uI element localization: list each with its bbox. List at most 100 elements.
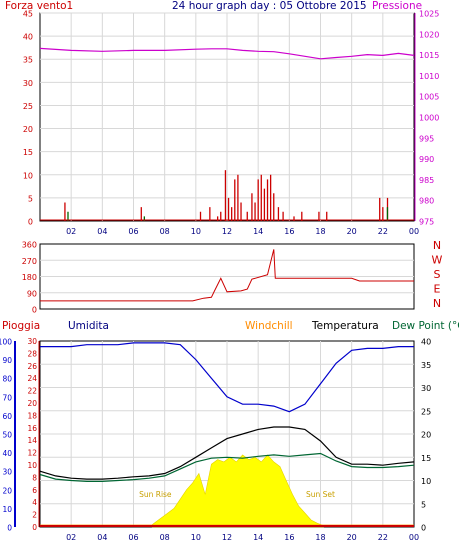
- pressure-tick-label: 1010: [419, 72, 439, 81]
- pressure-label: Pressione: [372, 0, 423, 12]
- pressure-tick-label: 990: [419, 155, 434, 164]
- wind-tick-label: 15: [23, 148, 33, 157]
- temperature-tick-label: 5: [421, 500, 426, 509]
- humidity-tick-label: 20: [2, 486, 12, 495]
- compass-label: N: [433, 239, 441, 252]
- pressure-tick-label: 1025: [419, 10, 439, 19]
- humidity-tick-label: 30: [2, 468, 12, 477]
- dewpoint-line: [39, 452, 415, 482]
- rain-tick-label: 4: [32, 498, 37, 507]
- time-tick-label: 14: [253, 227, 263, 236]
- rain-tick-label: 16: [27, 424, 37, 433]
- time-tick-label: 12: [222, 533, 232, 542]
- time-tick-label: 18: [315, 227, 325, 236]
- rain-tick-label: 26: [27, 362, 37, 371]
- sun-annotation: Sun Rise: [139, 490, 172, 499]
- pressure-tick-label: 1015: [419, 51, 439, 60]
- rain-label: Pioggia: [2, 320, 41, 332]
- compass-label: E: [434, 283, 441, 296]
- rain-tick-label: 30: [27, 337, 37, 346]
- direction-tick-label: 180: [22, 273, 37, 282]
- humidity-tick-label: 90: [2, 356, 12, 365]
- humidity-tick-label: 40: [2, 449, 12, 458]
- pressure-line: [39, 47, 415, 60]
- humidity-tick-label: 70: [2, 393, 12, 402]
- dewpoint-label: Dew Point (°C: [392, 320, 459, 332]
- wind-tick-label: 30: [23, 79, 33, 88]
- time-tick-label: 10: [191, 533, 201, 542]
- time-tick-label: 00: [409, 227, 419, 236]
- rain-tick-label: 12: [27, 449, 37, 458]
- time-tick-label: 06: [128, 533, 138, 542]
- time-tick-label: 22: [378, 533, 388, 542]
- sun-annotation: Sun Set: [306, 490, 335, 499]
- temperature-tick-label: 35: [421, 361, 431, 370]
- time-tick-label: 22: [378, 227, 388, 236]
- wind-tick-label: 20: [23, 125, 33, 134]
- direction-tick-label: 90: [27, 289, 37, 298]
- humidity-tick-label: 80: [2, 375, 12, 384]
- rain-tick-label: 14: [27, 436, 37, 445]
- temperature-tick-label: 30: [421, 384, 431, 393]
- rain-tick-label: 2: [32, 511, 37, 520]
- time-tick-label: 10: [191, 227, 201, 236]
- temperature-tick-label: 25: [421, 407, 431, 416]
- wind-tick-label: 0: [28, 218, 33, 227]
- time-tick-label: 04: [97, 227, 107, 236]
- time-tick-label: 16: [284, 533, 294, 542]
- time-tick-label: 06: [128, 227, 138, 236]
- wind-tick-label: 35: [23, 56, 33, 65]
- compass-label: W: [432, 254, 443, 267]
- rain-tick-label: 22: [27, 387, 37, 396]
- direction-tick-label: 270: [22, 257, 37, 266]
- wind-tick-label: 25: [23, 102, 33, 111]
- time-tick-label: 20: [347, 533, 357, 542]
- direction-tick-label: 0: [32, 306, 37, 315]
- solar-area: [151, 454, 324, 528]
- time-tick-label: 20: [347, 227, 357, 236]
- rain-tick-label: 8: [32, 473, 37, 482]
- compass-label: N: [433, 297, 441, 310]
- temperature-tick-label: 20: [421, 431, 431, 440]
- time-tick-label: 12: [222, 227, 232, 236]
- chart-title: 24 hour graph day : 05 Ottobre 2015: [172, 0, 367, 12]
- humidity-tick-label: 100: [0, 338, 12, 347]
- pressure-tick-label: 1005: [419, 93, 439, 102]
- humidity-line: [40, 342, 414, 413]
- wind-tick-label: 5: [28, 194, 33, 203]
- humidity-label: Umidita: [68, 320, 109, 332]
- time-tick-label: 00: [409, 533, 419, 542]
- pressure-tick-label: 985: [419, 176, 434, 185]
- time-tick-label: 14: [253, 533, 263, 542]
- wind-tick-label: 45: [23, 10, 33, 19]
- rain-tick-label: 24: [27, 374, 37, 383]
- temperature-tick-label: 15: [421, 454, 431, 463]
- rain-tick-label: 18: [27, 411, 37, 420]
- rain-tick-label: 6: [32, 486, 37, 495]
- rain-tick-label: 10: [27, 461, 37, 470]
- time-tick-label: 08: [160, 533, 170, 542]
- wind-tick-label: 10: [23, 171, 33, 180]
- pressure-tick-label: 1000: [419, 114, 439, 123]
- time-tick-label: 04: [97, 533, 107, 542]
- time-tick-label: 18: [315, 533, 325, 542]
- direction-line: [40, 249, 414, 302]
- humidity-tick-label: 10: [2, 505, 12, 514]
- windchill-label: Windchill: [245, 320, 293, 332]
- pressure-tick-label: 1020: [419, 30, 439, 39]
- humidity-tick-label: 60: [2, 412, 12, 421]
- humidity-tick-label: 50: [2, 431, 12, 440]
- humidity-tick-label: 0: [7, 524, 12, 533]
- temperature-label: Temperatura: [312, 320, 379, 332]
- temperature-tick-label: 10: [421, 477, 431, 486]
- temperature-line: [39, 426, 415, 480]
- time-tick-label: 02: [66, 533, 76, 542]
- temperature-tick-label: 0: [421, 524, 426, 533]
- rain-tick-label: 0: [32, 523, 37, 532]
- time-tick-label: 08: [160, 227, 170, 236]
- time-tick-label: 16: [284, 227, 294, 236]
- wind-tick-label: 40: [23, 33, 33, 42]
- temperature-tick-label: 40: [421, 338, 431, 347]
